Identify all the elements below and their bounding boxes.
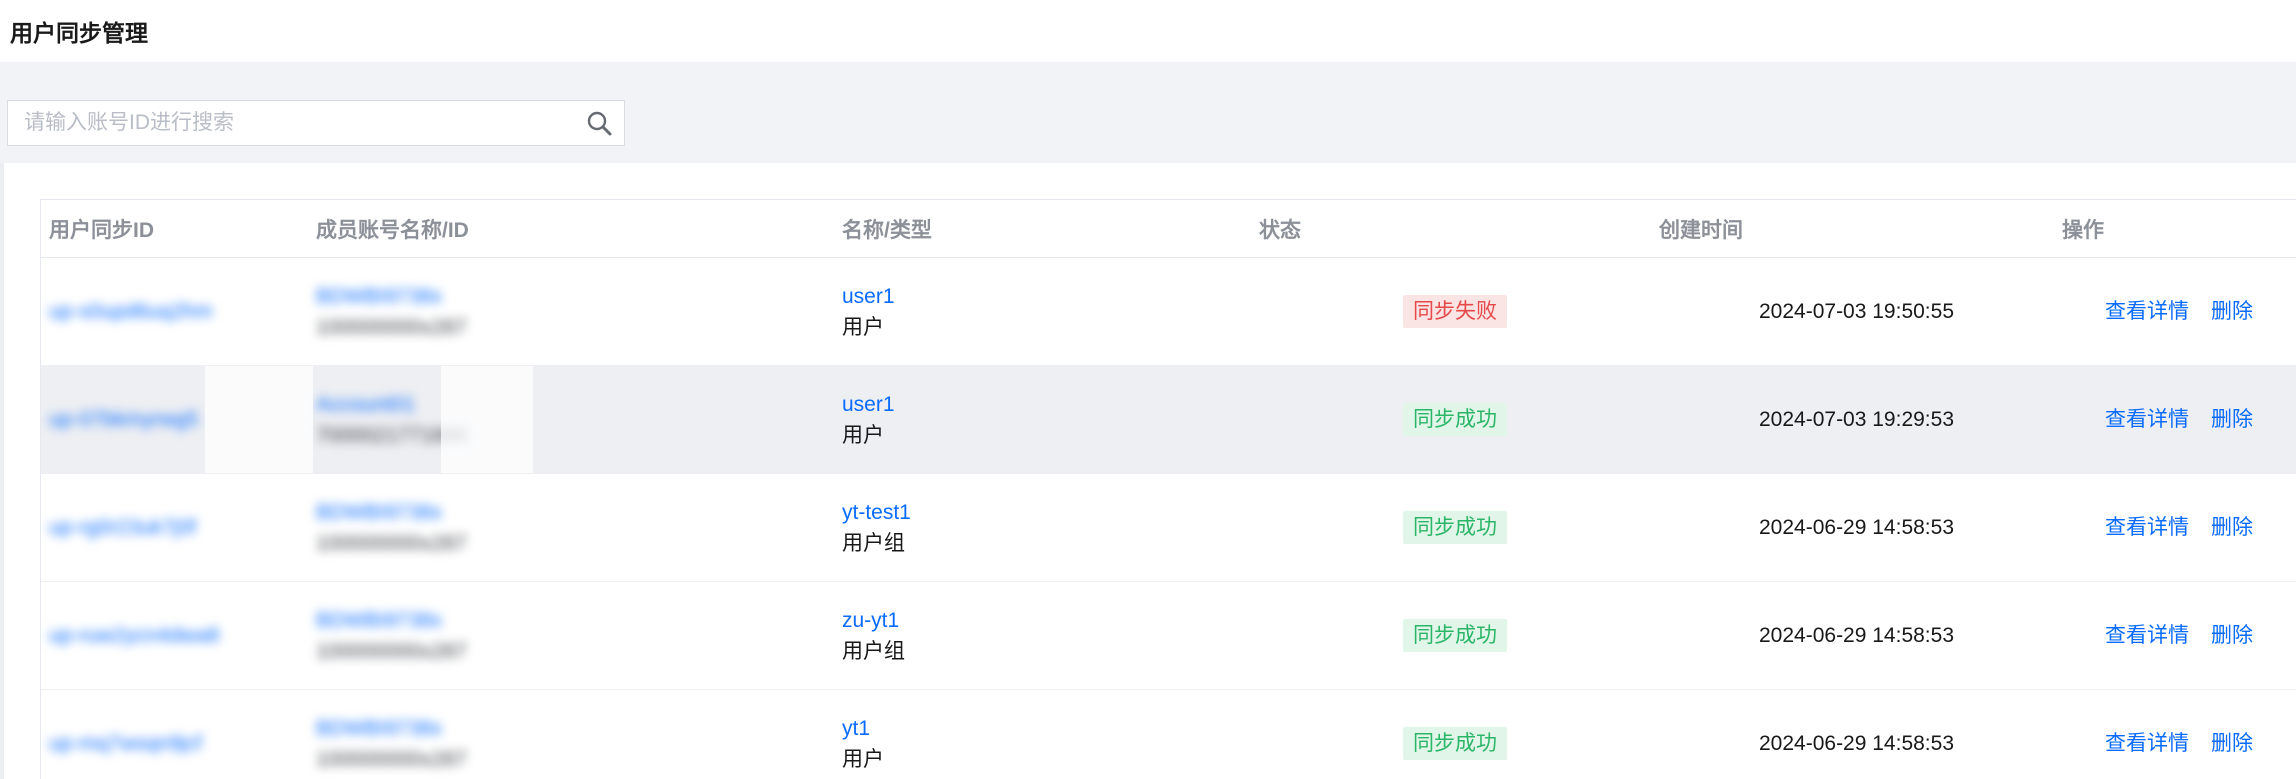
view-details-link[interactable]: 查看详情 — [2105, 408, 2189, 431]
cell-created-time: 2024-07-03 19:29:53 — [1651, 366, 2054, 473]
search-box — [7, 100, 625, 146]
content-panel: 用户同步ID 成员账号名称/ID 名称/类型 状态 创建时间 操作 up-s0u… — [0, 163, 2296, 779]
entity-type-text: 用户 — [842, 747, 884, 771]
account-id-text: 7000021771886 — [316, 423, 468, 447]
account-id-text: 100000000x287 — [316, 315, 467, 339]
view-details-link[interactable]: 查看详情 — [2105, 516, 2189, 539]
col-header-created-time: 创建时间 — [1659, 218, 1743, 242]
entity-name-link[interactable]: user1 — [842, 392, 895, 416]
cell-status: 同步失败 — [1251, 258, 1651, 365]
created-time-text: 2024-06-29 14:58:53 — [1759, 624, 1954, 647]
sync-id-link[interactable]: up-s0upd6uq2hm — [49, 300, 213, 323]
cell-status: 同步成功 — [1251, 690, 1651, 779]
table-header: 用户同步ID 成员账号名称/ID 名称/类型 状态 创建时间 操作 — [41, 200, 2296, 258]
entity-type-text: 用户组 — [842, 531, 905, 555]
cell-actions: 查看详情 删除 — [2054, 258, 2296, 365]
sync-table: 用户同步ID 成员账号名称/ID 名称/类型 状态 创建时间 操作 up-s0u… — [40, 199, 2296, 779]
created-time-text: 2024-06-29 14:58:53 — [1759, 732, 1954, 755]
cell-name-type: user1 用户 — [834, 366, 1251, 473]
table-row: up-rg0r23uk7j0f BDWBI9738x 100000000x287… — [41, 474, 2296, 582]
account-name-link[interactable]: BDWBI9738x — [316, 284, 443, 308]
cell-actions: 查看详情 删除 — [2054, 690, 2296, 779]
cell-name-type: user1 用户 — [834, 258, 1251, 365]
col-header-account: 成员账号名称/ID — [316, 218, 469, 242]
account-id-text: 100000000x287 — [316, 747, 467, 771]
account-id-text: 100000000x287 — [316, 531, 467, 555]
status-badge: 同步成功 — [1403, 619, 1507, 652]
status-badge: 同步成功 — [1403, 511, 1507, 544]
page-title: 用户同步管理 — [10, 20, 148, 46]
sync-id-link[interactable]: up-07bkmyrwg5 — [49, 408, 199, 431]
account-id-text: 100000000x287 — [316, 639, 467, 663]
account-name-link[interactable]: Account01 — [316, 392, 416, 416]
sync-id-link[interactable]: up-rg0r23uk7j0f — [49, 516, 197, 539]
entity-type-text: 用户 — [842, 423, 884, 447]
cell-actions: 查看详情 删除 — [2054, 474, 2296, 581]
created-time-text: 2024-07-03 19:29:53 — [1759, 408, 1954, 431]
panel-left-edge — [0, 163, 4, 779]
table-body: up-s0upd6uq2hm BDWBI9738x 100000000x287 … — [41, 258, 2296, 779]
view-details-link[interactable]: 查看详情 — [2105, 732, 2189, 755]
cell-created-time: 2024-06-29 14:58:53 — [1651, 690, 2054, 779]
status-badge: 同步成功 — [1403, 403, 1507, 436]
entity-name-link[interactable]: yt-test1 — [842, 500, 911, 524]
toolbar — [0, 62, 2296, 196]
delete-link[interactable]: 删除 — [2211, 300, 2253, 323]
cell-sync-id: up-ruw2ycn4dwa8 — [41, 582, 308, 689]
entity-name-link[interactable]: zu-yt1 — [842, 608, 900, 632]
cell-account: BDWBI9738x 100000000x287 — [308, 474, 834, 581]
cell-sync-id: up-mq7wsqn9jcf — [41, 690, 308, 779]
cell-name-type: zu-yt1 用户组 — [834, 582, 1251, 689]
col-header-actions: 操作 — [2062, 218, 2104, 242]
entity-type-text: 用户 — [842, 315, 884, 339]
table-row: up-ruw2ycn4dwa8 BDWBI9738x 100000000x287… — [41, 582, 2296, 690]
cell-sync-id: up-s0upd6uq2hm — [41, 258, 308, 365]
cell-created-time: 2024-06-29 14:58:53 — [1651, 582, 2054, 689]
table-row: up-07bkmyrwg5 Account01 7000021771886 us… — [41, 366, 2296, 474]
cell-status: 同步成功 — [1251, 474, 1651, 581]
table-row: up-mq7wsqn9jcf BDWBI9738x 100000000x287 … — [41, 690, 2296, 779]
page-header: 用户同步管理 — [0, 0, 2296, 62]
cell-sync-id: up-07bkmyrwg5 — [41, 366, 308, 473]
created-time-text: 2024-07-03 19:50:55 — [1759, 300, 1954, 323]
cell-status: 同步成功 — [1251, 366, 1651, 473]
view-details-link[interactable]: 查看详情 — [2105, 624, 2189, 647]
col-header-name-type: 名称/类型 — [842, 218, 932, 242]
delete-link[interactable]: 删除 — [2211, 516, 2253, 539]
col-header-status: 状态 — [1259, 218, 1301, 242]
cell-actions: 查看详情 删除 — [2054, 582, 2296, 689]
delete-link[interactable]: 删除 — [2211, 732, 2253, 755]
account-name-link[interactable]: BDWBI9738x — [316, 500, 443, 524]
cell-actions: 查看详情 删除 — [2054, 366, 2296, 473]
col-header-sync-id: 用户同步ID — [49, 218, 154, 242]
table-row: up-s0upd6uq2hm BDWBI9738x 100000000x287 … — [41, 258, 2296, 366]
status-badge: 同步失败 — [1403, 295, 1507, 328]
sync-id-link[interactable]: up-ruw2ycn4dwa8 — [49, 624, 220, 647]
delete-link[interactable]: 删除 — [2211, 624, 2253, 647]
account-name-link[interactable]: BDWBI9738x — [316, 608, 443, 632]
view-details-link[interactable]: 查看详情 — [2105, 300, 2189, 323]
cell-created-time: 2024-06-29 14:58:53 — [1651, 474, 2054, 581]
cell-name-type: yt-test1 用户组 — [834, 474, 1251, 581]
cell-account: Account01 7000021771886 — [308, 366, 834, 473]
sync-id-link[interactable]: up-mq7wsqn9jcf — [49, 732, 202, 755]
status-badge: 同步成功 — [1403, 727, 1507, 760]
entity-type-text: 用户组 — [842, 639, 905, 663]
cell-sync-id: up-rg0r23uk7j0f — [41, 474, 308, 581]
account-name-link[interactable]: BDWBI9738x — [316, 716, 443, 740]
search-icon[interactable] — [585, 109, 613, 137]
cell-status: 同步成功 — [1251, 582, 1651, 689]
delete-link[interactable]: 删除 — [2211, 408, 2253, 431]
cell-account: BDWBI9738x 100000000x287 — [308, 582, 834, 689]
cell-account: BDWBI9738x 100000000x287 — [308, 258, 834, 365]
created-time-text: 2024-06-29 14:58:53 — [1759, 516, 1954, 539]
entity-name-link[interactable]: yt1 — [842, 716, 871, 740]
entity-name-link[interactable]: user1 — [842, 284, 895, 308]
cell-created-time: 2024-07-03 19:50:55 — [1651, 258, 2054, 365]
cell-name-type: yt1 用户 — [834, 690, 1251, 779]
cell-account: BDWBI9738x 100000000x287 — [308, 690, 834, 779]
search-input[interactable] — [7, 100, 625, 146]
